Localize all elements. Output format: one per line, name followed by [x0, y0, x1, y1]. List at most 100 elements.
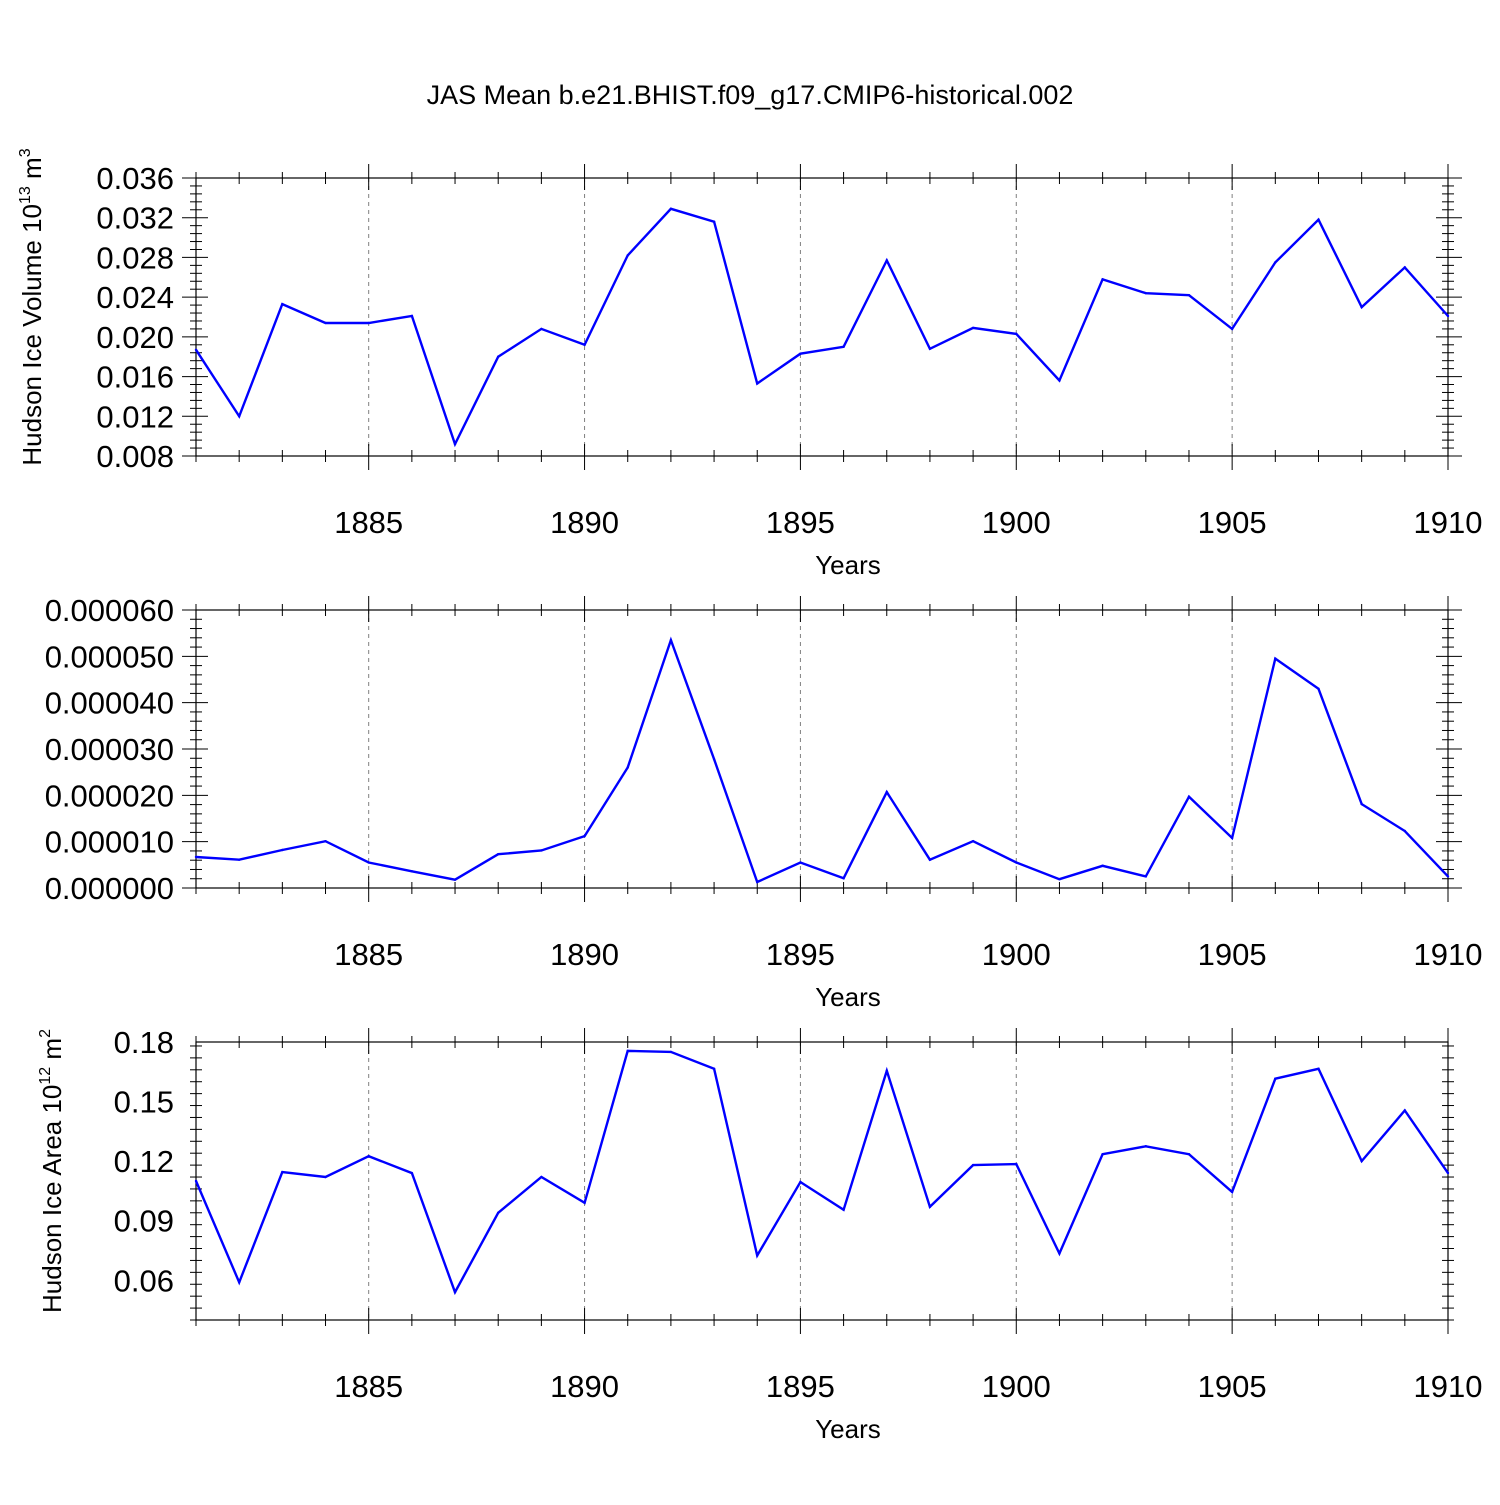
data-point-1885	[367, 321, 370, 325]
x-axis-label: Years	[815, 982, 881, 1012]
x-tick-label: 1885	[334, 1369, 403, 1404]
data-point-1888	[497, 355, 500, 358]
data-point-1895	[799, 352, 802, 355]
data-point-1889	[540, 327, 543, 331]
data-point-1900	[1015, 332, 1018, 336]
x-tick-label: 1890	[550, 937, 619, 972]
data-point-1904	[1187, 293, 1191, 297]
data-point-1890	[583, 343, 586, 346]
y-tick-label: 0.028	[96, 240, 174, 275]
figure-title: JAS Mean b.e21.BHIST.f09_g17.CMIP6-histo…	[426, 80, 1074, 110]
data-point-1892	[669, 1050, 673, 1054]
panel-2: 0.000000 0.000010 0.000020 0.000030 0.000040…	[45, 593, 1483, 1012]
x-tick-label: 1885	[334, 937, 403, 972]
y-tick-label: 0.18	[114, 1025, 174, 1060]
x-tick-label: 1900	[982, 1369, 1051, 1404]
data-point-1903	[1144, 875, 1147, 878]
x-tick-label: 1900	[982, 937, 1051, 972]
y-tick-label: 0.000010	[45, 825, 174, 860]
x-tick-label: 1895	[766, 505, 835, 540]
data-point-1893	[712, 1067, 716, 1071]
y-tick-label: 0.000050	[45, 639, 174, 674]
data-point-1910	[1446, 875, 1450, 878]
data-point-1882	[237, 415, 241, 418]
y-tick-label: 0.024	[96, 280, 174, 315]
x-tick-label: 1905	[1198, 1369, 1267, 1404]
y-tick-label: 0.008	[96, 439, 174, 474]
x-tick-label: 1910	[1414, 937, 1483, 972]
data-point-1889	[540, 1175, 543, 1179]
y-tick-label: 0.032	[96, 201, 174, 236]
data-point-1894	[756, 880, 759, 884]
data-point-1902	[1101, 278, 1104, 281]
data-point-1887	[453, 442, 457, 446]
data-point-1893	[712, 220, 716, 223]
data-point-1908	[1360, 305, 1363, 309]
data-point-1909	[1403, 266, 1407, 269]
x-tick-label: 1895	[766, 937, 835, 972]
x-tick-label: 1910	[1414, 505, 1483, 540]
data-point-1899	[971, 326, 975, 330]
panel-1: 0.008 0.012 0.016 0.020 0.024 0.028 0.032 0.036…	[17, 148, 1482, 580]
data-point-1881	[194, 1179, 198, 1183]
data-point-1902	[1101, 864, 1104, 867]
data-point-1897	[885, 259, 888, 262]
data-point-1886	[410, 314, 414, 318]
panel-3: 0.06 0.09 0.12 0.15 0.18 1885 1890 1895 1900 1905…	[37, 1025, 1482, 1444]
data-point-1886	[410, 870, 414, 873]
data-point-1891	[626, 254, 629, 257]
data-point-1907	[1317, 1067, 1320, 1071]
y-axis-label: Hudson Ice Area 1012 m2	[37, 1029, 67, 1313]
x-tick-label: 1895	[766, 1369, 835, 1404]
data-point-1883	[281, 848, 284, 852]
plot-frame	[195, 609, 1449, 889]
data-point-1910	[1446, 314, 1450, 318]
data-point-1899	[971, 840, 975, 843]
data-point-1891	[626, 766, 629, 769]
series-line	[194, 207, 1449, 448]
data-point-1909	[1403, 1109, 1407, 1112]
y-tick-label: 0.15	[114, 1085, 174, 1120]
data-point-1906	[1274, 261, 1277, 264]
y-tick-label: 0.000030	[45, 732, 174, 767]
data-point-1902	[1101, 1152, 1104, 1156]
data-point-1910	[1446, 1171, 1450, 1175]
x-tick-label: 1885	[334, 505, 403, 540]
y-tick-label: 0.000040	[45, 686, 174, 721]
data-point-1895	[799, 1180, 802, 1184]
x-tick-label: 1905	[1198, 937, 1267, 972]
data-point-1908	[1360, 802, 1363, 806]
data-point-1893	[712, 757, 716, 761]
data-point-1887	[453, 1291, 457, 1294]
data-point-1901	[1058, 379, 1061, 382]
x-tick-label: 1890	[550, 1369, 619, 1404]
series-line	[195, 636, 1449, 884]
x-axis-label: Years	[815, 550, 881, 580]
data-point-1905	[1230, 1190, 1234, 1194]
y-tick-label: 0.000000	[45, 871, 174, 906]
data-point-1897	[885, 790, 888, 794]
y-tick-label: 0.012	[96, 399, 174, 434]
y-tick-label: 0.09	[114, 1204, 174, 1239]
data-point-1884	[324, 1175, 327, 1179]
data-point-1896	[842, 877, 845, 880]
y-tick-label: 0.016	[96, 360, 174, 395]
data-point-1904	[1187, 795, 1191, 798]
data-point-1884	[324, 840, 327, 843]
data-point-1882	[237, 858, 241, 861]
plot-frame	[195, 177, 1449, 457]
x-tick-label: 1905	[1198, 505, 1267, 540]
data-point-1905	[1230, 836, 1234, 840]
data-point-1898	[928, 347, 932, 350]
data-point-1905	[1230, 327, 1234, 331]
data-point-1888	[497, 852, 500, 856]
data-point-1896	[842, 1208, 845, 1211]
data-point-1900	[1015, 861, 1018, 864]
data-point-1898	[928, 858, 932, 861]
data-point-1896	[842, 345, 845, 348]
data-point-1891	[626, 1049, 629, 1053]
data-point-1900	[1015, 1162, 1018, 1166]
y-tick-label: 0.000020	[45, 778, 174, 813]
data-point-1883	[281, 1170, 284, 1174]
